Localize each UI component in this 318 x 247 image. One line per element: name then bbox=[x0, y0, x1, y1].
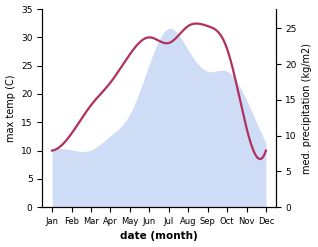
Y-axis label: max temp (C): max temp (C) bbox=[5, 74, 16, 142]
Y-axis label: med. precipitation (kg/m2): med. precipitation (kg/m2) bbox=[302, 43, 313, 174]
X-axis label: date (month): date (month) bbox=[120, 231, 198, 242]
